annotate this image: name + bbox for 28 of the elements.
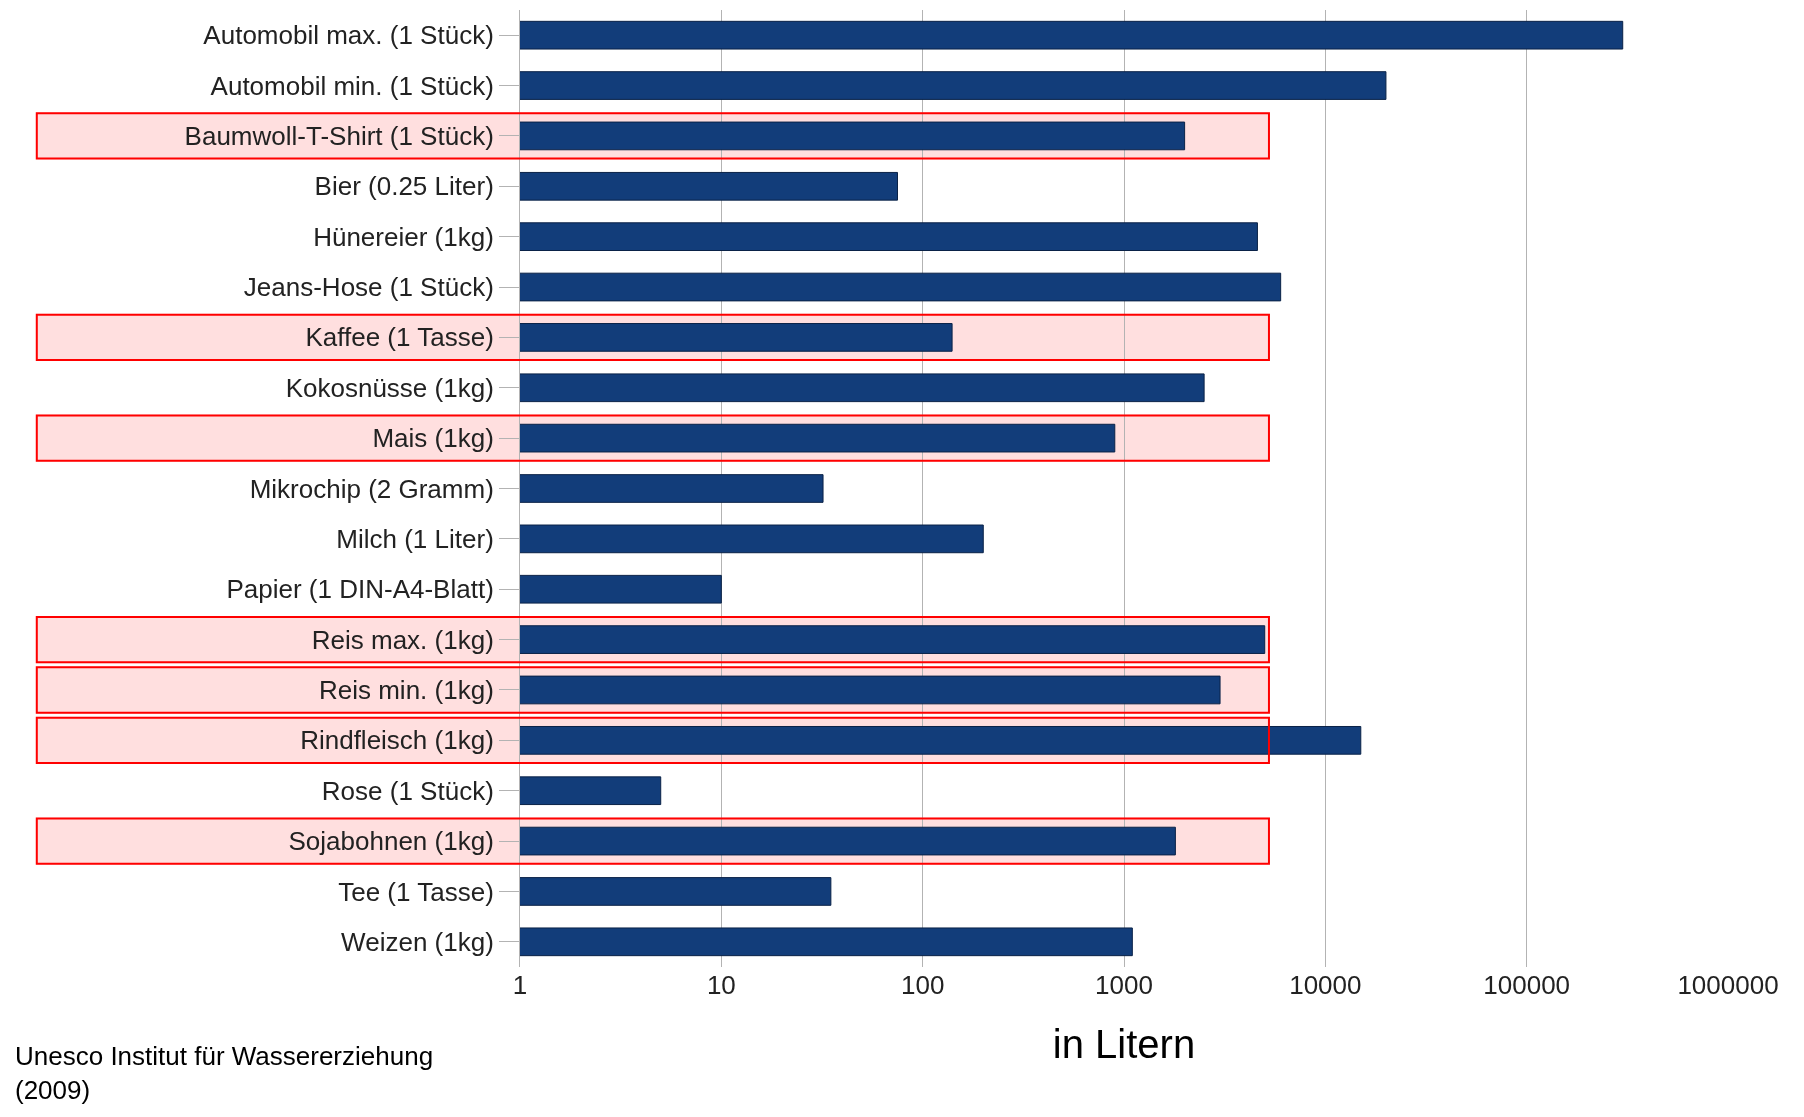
x-tick-label: 10000 — [1289, 970, 1362, 1000]
y-tick-label: Mais (1kg) — [372, 423, 494, 454]
x-tick-label: 1000 — [1095, 970, 1153, 1000]
y-tick-label: Baumwoll-T-Shirt (1 Stück) — [184, 121, 494, 152]
y-tick-label: Bier (0.25 Liter) — [314, 171, 494, 202]
y-tick-label: Automobil max. (1 Stück) — [203, 20, 494, 51]
y-tick-label: Rose (1 Stück) — [321, 775, 494, 806]
text: Unesco Institut für Wassererziehung (2009) — [15, 1041, 434, 1105]
y-tick-label: Reis max. (1kg) — [311, 624, 494, 655]
y-tick-label: Tee (1 Tasse) — [338, 876, 494, 907]
y-tick-label: Papier (1 DIN-A4-Blatt) — [226, 574, 494, 605]
y-tick-label: Kokosnüsse (1kg) — [285, 372, 494, 403]
y-tick-label: Rindfleisch (1kg) — [300, 725, 494, 756]
x-tick-label: 100000 — [1483, 970, 1571, 1000]
y-tick-label: Automobil min. (1 Stück) — [210, 70, 494, 101]
y-tick-label: Weizen (1kg) — [341, 926, 494, 957]
x-tick-label: 10 — [706, 970, 736, 1000]
y-tick-label: Milch (1 Liter) — [336, 523, 494, 554]
x-tick-label: 100 — [900, 970, 945, 1000]
y-tick-label: Sojabohnen (1kg) — [288, 826, 494, 857]
y-tick-label: Reis min. (1kg) — [318, 675, 494, 706]
x-tick-label: 1000000 — [1677, 970, 1779, 1000]
y-tick-label: Hünereier (1kg) — [313, 221, 494, 252]
y-tick-label: Mikrochip (2 Gramm) — [249, 473, 494, 504]
y-tick-label: Jeans-Hose (1 Stück) — [243, 272, 494, 303]
y-tick-label: Kaffee (1 Tasse) — [305, 322, 494, 353]
x-tick-label: 1 — [512, 970, 528, 1000]
x-axis-title: in Litern — [1052, 1021, 1196, 1066]
